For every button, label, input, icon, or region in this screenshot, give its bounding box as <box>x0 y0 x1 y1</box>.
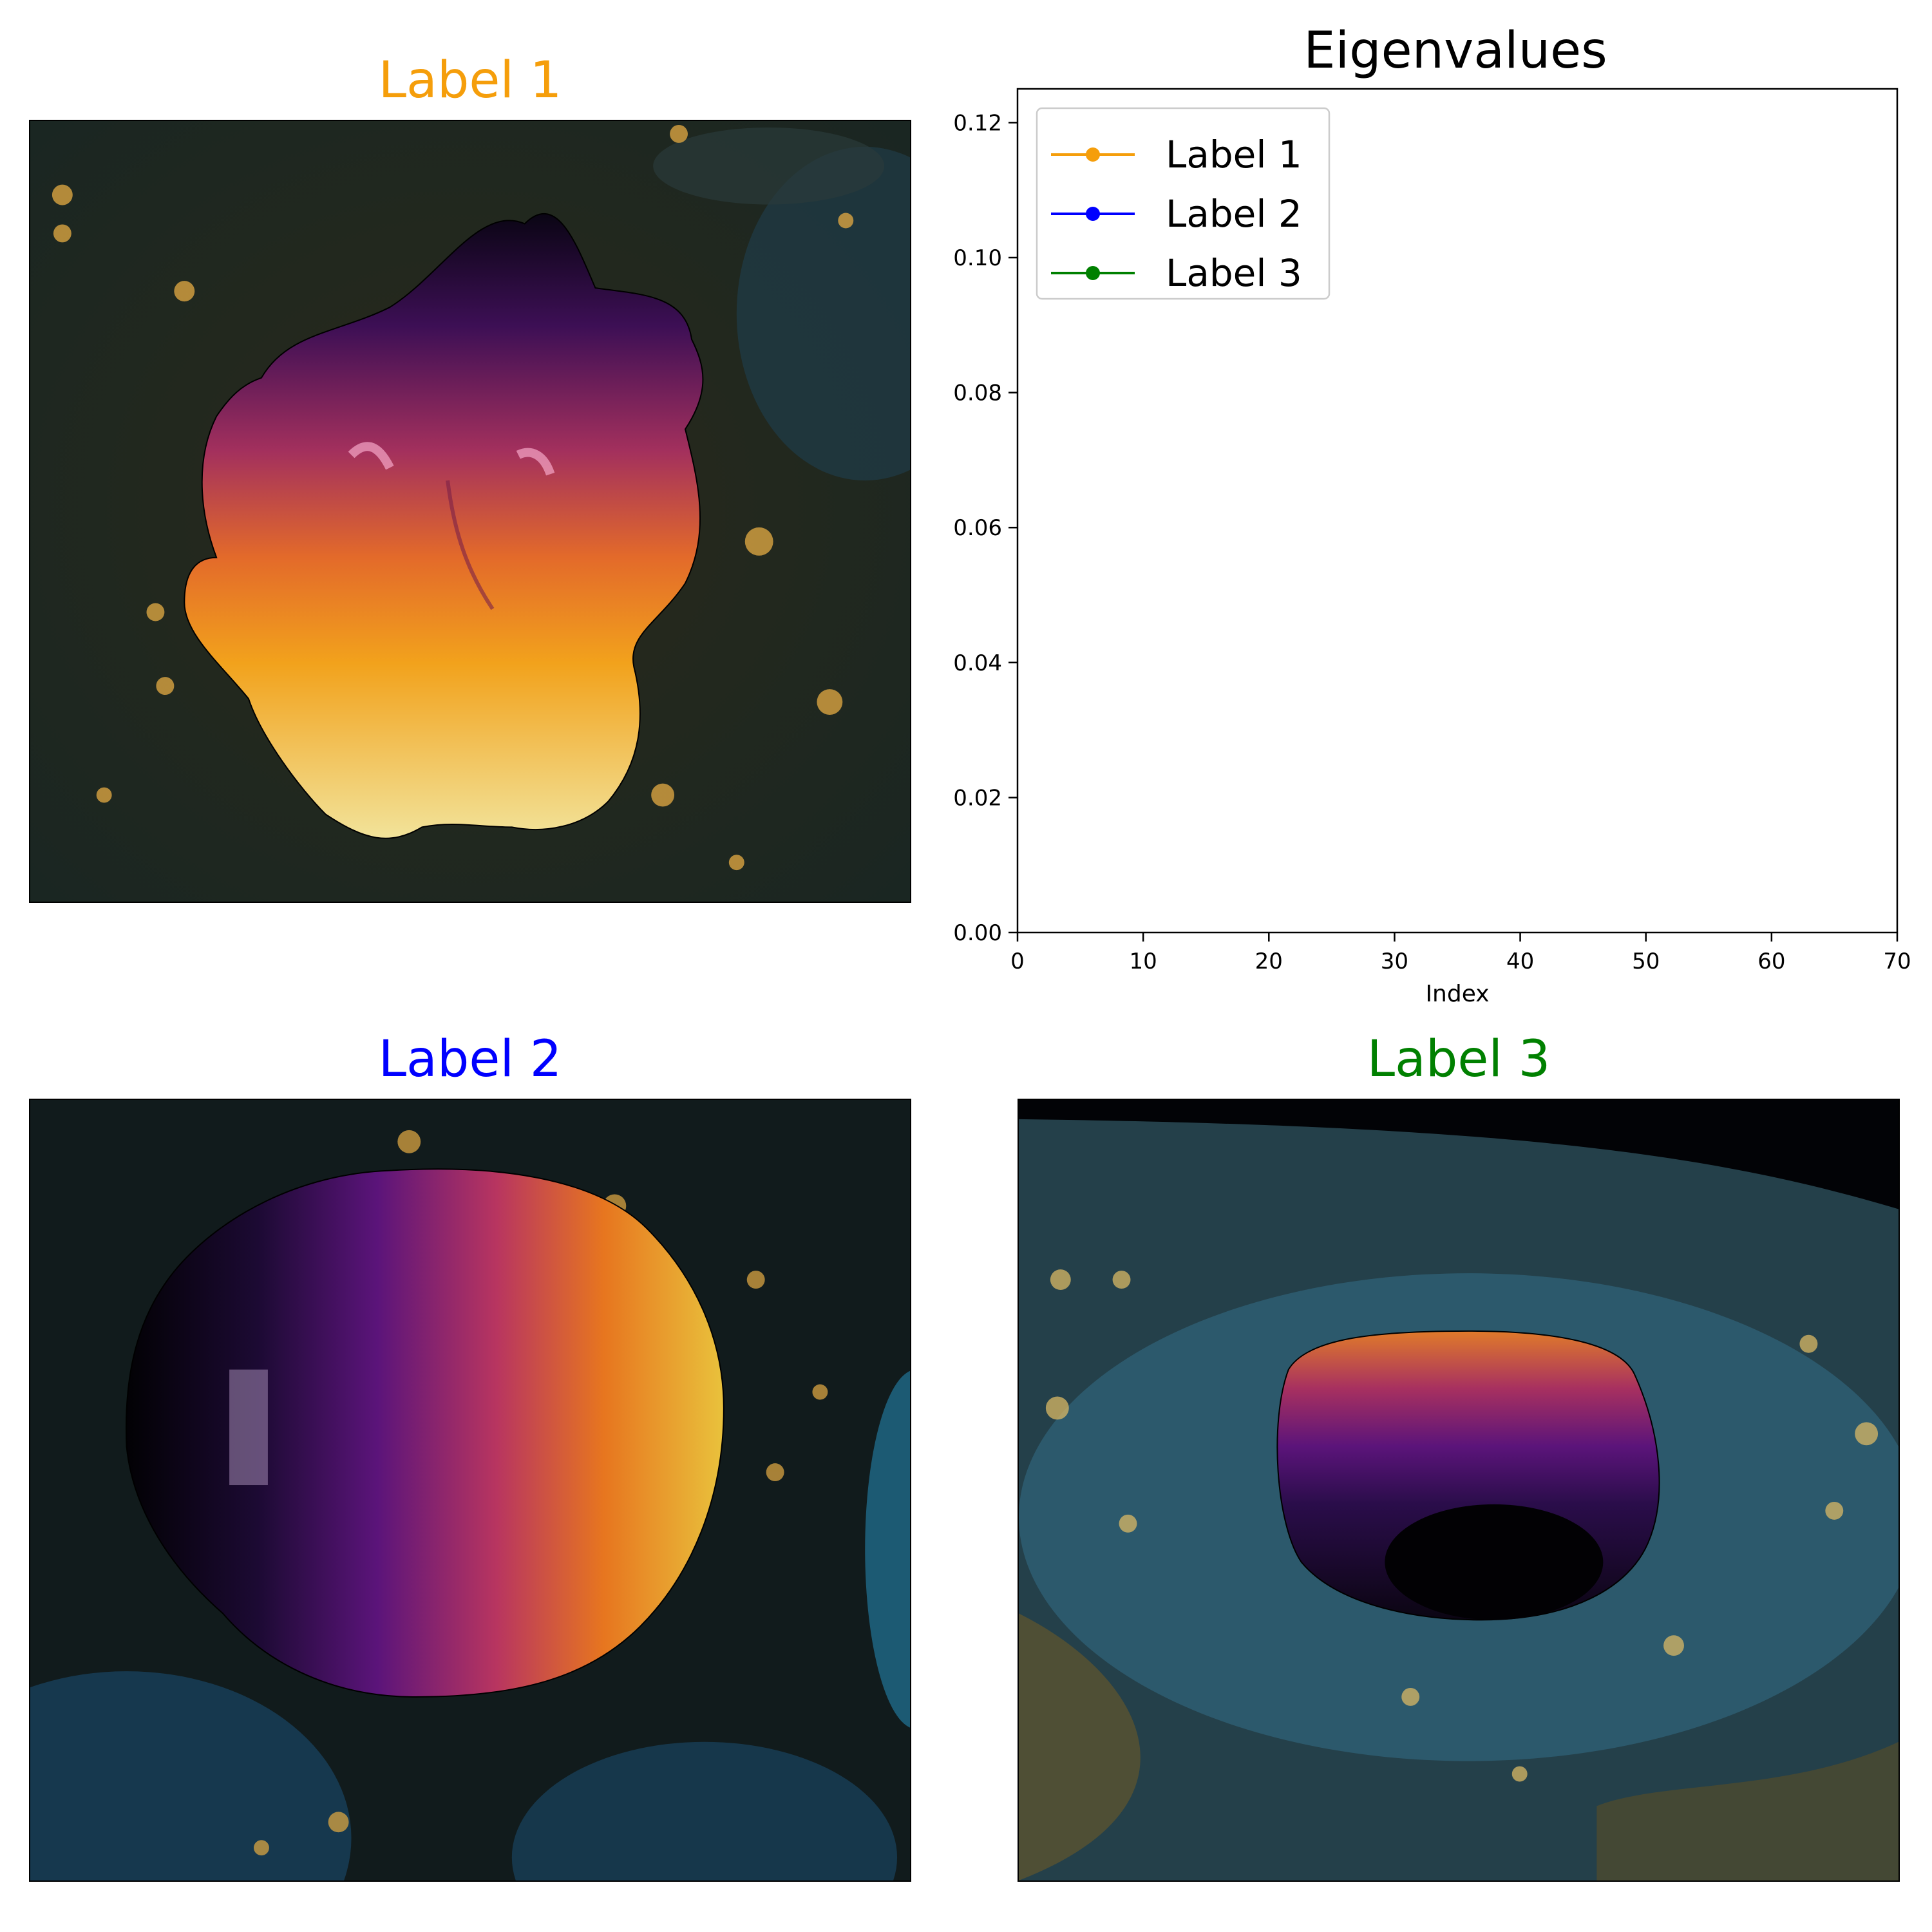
legend-marker-2 <box>1086 207 1100 221</box>
y-tick-label: 0.12 <box>953 110 1002 136</box>
rendered-cell-image-3 <box>1019 1100 1899 1880</box>
rendered-cell-image-2 <box>30 1100 910 1880</box>
legend-label-2: Label 2 <box>1166 192 1302 236</box>
legend-label-1: Label 1 <box>1166 133 1302 176</box>
y-tick-label: 0.00 <box>953 920 1002 946</box>
x-axis-ticks: 0 10 20 30 40 50 60 70 <box>1010 933 1911 974</box>
x-tick-label: 70 <box>1883 949 1911 974</box>
chart-legend: Label 1 Label 2 Label 3 <box>1036 107 1331 300</box>
rendered-cell-image-1 <box>30 121 910 902</box>
render-label-1 <box>29 120 911 903</box>
legend-marker-3 <box>1086 266 1100 280</box>
render-label-2 <box>29 1099 911 1882</box>
eigenvalues-chart-svg: Eigenvalues 0.00 0.02 0.04 0.06 0.08 0.10 0.12… <box>953 22 1911 1007</box>
x-tick-label: 0 <box>1010 949 1025 974</box>
y-tick-label: 0.08 <box>953 381 1002 406</box>
x-axis-label: Index <box>1425 981 1489 1007</box>
x-tick-label: 30 <box>1381 949 1408 974</box>
render-label-3 <box>1018 1099 1900 1882</box>
eigenvalues-chart: Eigenvalues 0.00 0.02 0.04 0.06 0.08 0.10 0.12… <box>927 13 1932 1030</box>
y-axis-ticks: 0.00 0.02 0.04 0.06 0.08 0.10 0.12 <box>953 110 1018 946</box>
legend-marker-1 <box>1086 147 1100 162</box>
y-tick-label: 0.04 <box>953 650 1002 676</box>
panel-title-label-2: Label 2 <box>378 1030 562 1088</box>
chart-title: Eigenvalues <box>1303 22 1607 80</box>
y-tick-label: 0.06 <box>953 515 1002 541</box>
panel-title-label-1: Label 1 <box>378 52 562 109</box>
x-tick-label: 40 <box>1506 949 1534 974</box>
y-tick-label: 0.10 <box>953 245 1002 271</box>
legend-label-3: Label 3 <box>1166 251 1302 295</box>
x-tick-label: 50 <box>1632 949 1660 974</box>
x-tick-label: 20 <box>1255 949 1283 974</box>
y-tick-label: 0.02 <box>953 785 1002 811</box>
x-tick-label: 60 <box>1757 949 1785 974</box>
x-tick-label: 10 <box>1130 949 1157 974</box>
panel-title-label-3: Label 3 <box>1367 1030 1551 1088</box>
